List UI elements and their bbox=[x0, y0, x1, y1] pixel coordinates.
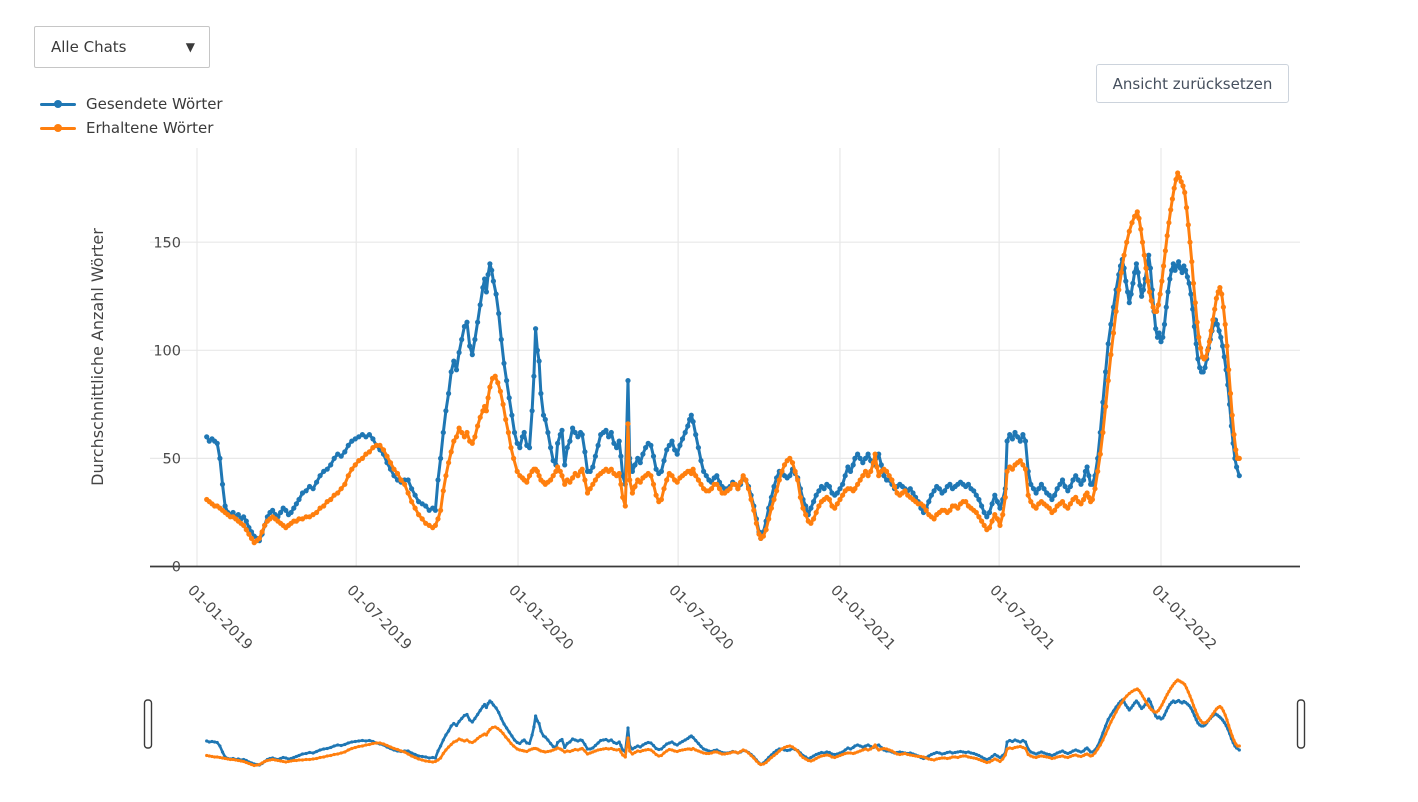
dropdown-arrow-icon: ▼ bbox=[185, 40, 195, 54]
svg-text:100: 100 bbox=[153, 344, 181, 360]
chat-filter-value: Alle Chats bbox=[51, 38, 127, 56]
legend: Gesendete Wörter Erhaltene Wörter bbox=[40, 92, 223, 140]
legend-item-gesendete-woerter[interactable]: Gesendete Wörter bbox=[40, 92, 223, 116]
svg-text:01-01-2019: 01-01-2019 bbox=[184, 583, 255, 654]
y-axis-tick-labels: 0 50 100 150 bbox=[153, 235, 181, 575]
chat-filter-dropdown[interactable]: Alle Chats ▼ bbox=[34, 26, 210, 68]
y-axis-title: Durchschnittliche Anzahl Wörter bbox=[88, 228, 107, 486]
reset-view-button[interactable]: Ansicht zurücksetzen bbox=[1096, 64, 1289, 103]
rangeslider-handle-right[interactable] bbox=[1296, 699, 1306, 749]
svg-text:0: 0 bbox=[172, 560, 181, 576]
svg-text:50: 50 bbox=[163, 452, 181, 468]
legend-label-received: Erhaltene Wörter bbox=[86, 119, 214, 137]
x-axis-tick-labels: 01-01-2019 01-07-2019 01-01-2020 01-07-2020… bbox=[184, 583, 1219, 654]
svg-text:01-01-2020: 01-01-2020 bbox=[505, 583, 576, 654]
rangeslider-chart bbox=[205, 678, 1241, 768]
legend-marker-dot-received bbox=[54, 124, 62, 132]
legend-label-sent: Gesendete Wörter bbox=[86, 95, 223, 113]
rangeslider-markers-received bbox=[205, 678, 1241, 768]
series-markers-received bbox=[204, 170, 1242, 546]
legend-line-swatch-received bbox=[40, 124, 76, 132]
series-layer bbox=[204, 170, 1242, 546]
svg-text:01-07-2019: 01-07-2019 bbox=[343, 583, 414, 654]
rangeslider-handle-left[interactable] bbox=[143, 699, 153, 749]
svg-text:01-07-2020: 01-07-2020 bbox=[665, 583, 736, 654]
svg-text:01-07-2021: 01-07-2021 bbox=[986, 583, 1057, 654]
legend-item-erhaltene-woerter[interactable]: Erhaltene Wörter bbox=[40, 116, 223, 140]
svg-text:01-01-2022: 01-01-2022 bbox=[1148, 583, 1219, 654]
legend-line-swatch-sent bbox=[40, 100, 76, 108]
svg-text:150: 150 bbox=[153, 235, 181, 251]
rangeslider-area[interactable] bbox=[153, 676, 1296, 770]
plot-area[interactable] bbox=[150, 147, 1301, 567]
legend-marker-dot-sent bbox=[54, 100, 62, 108]
svg-text:01-01-2021: 01-01-2021 bbox=[827, 583, 898, 654]
